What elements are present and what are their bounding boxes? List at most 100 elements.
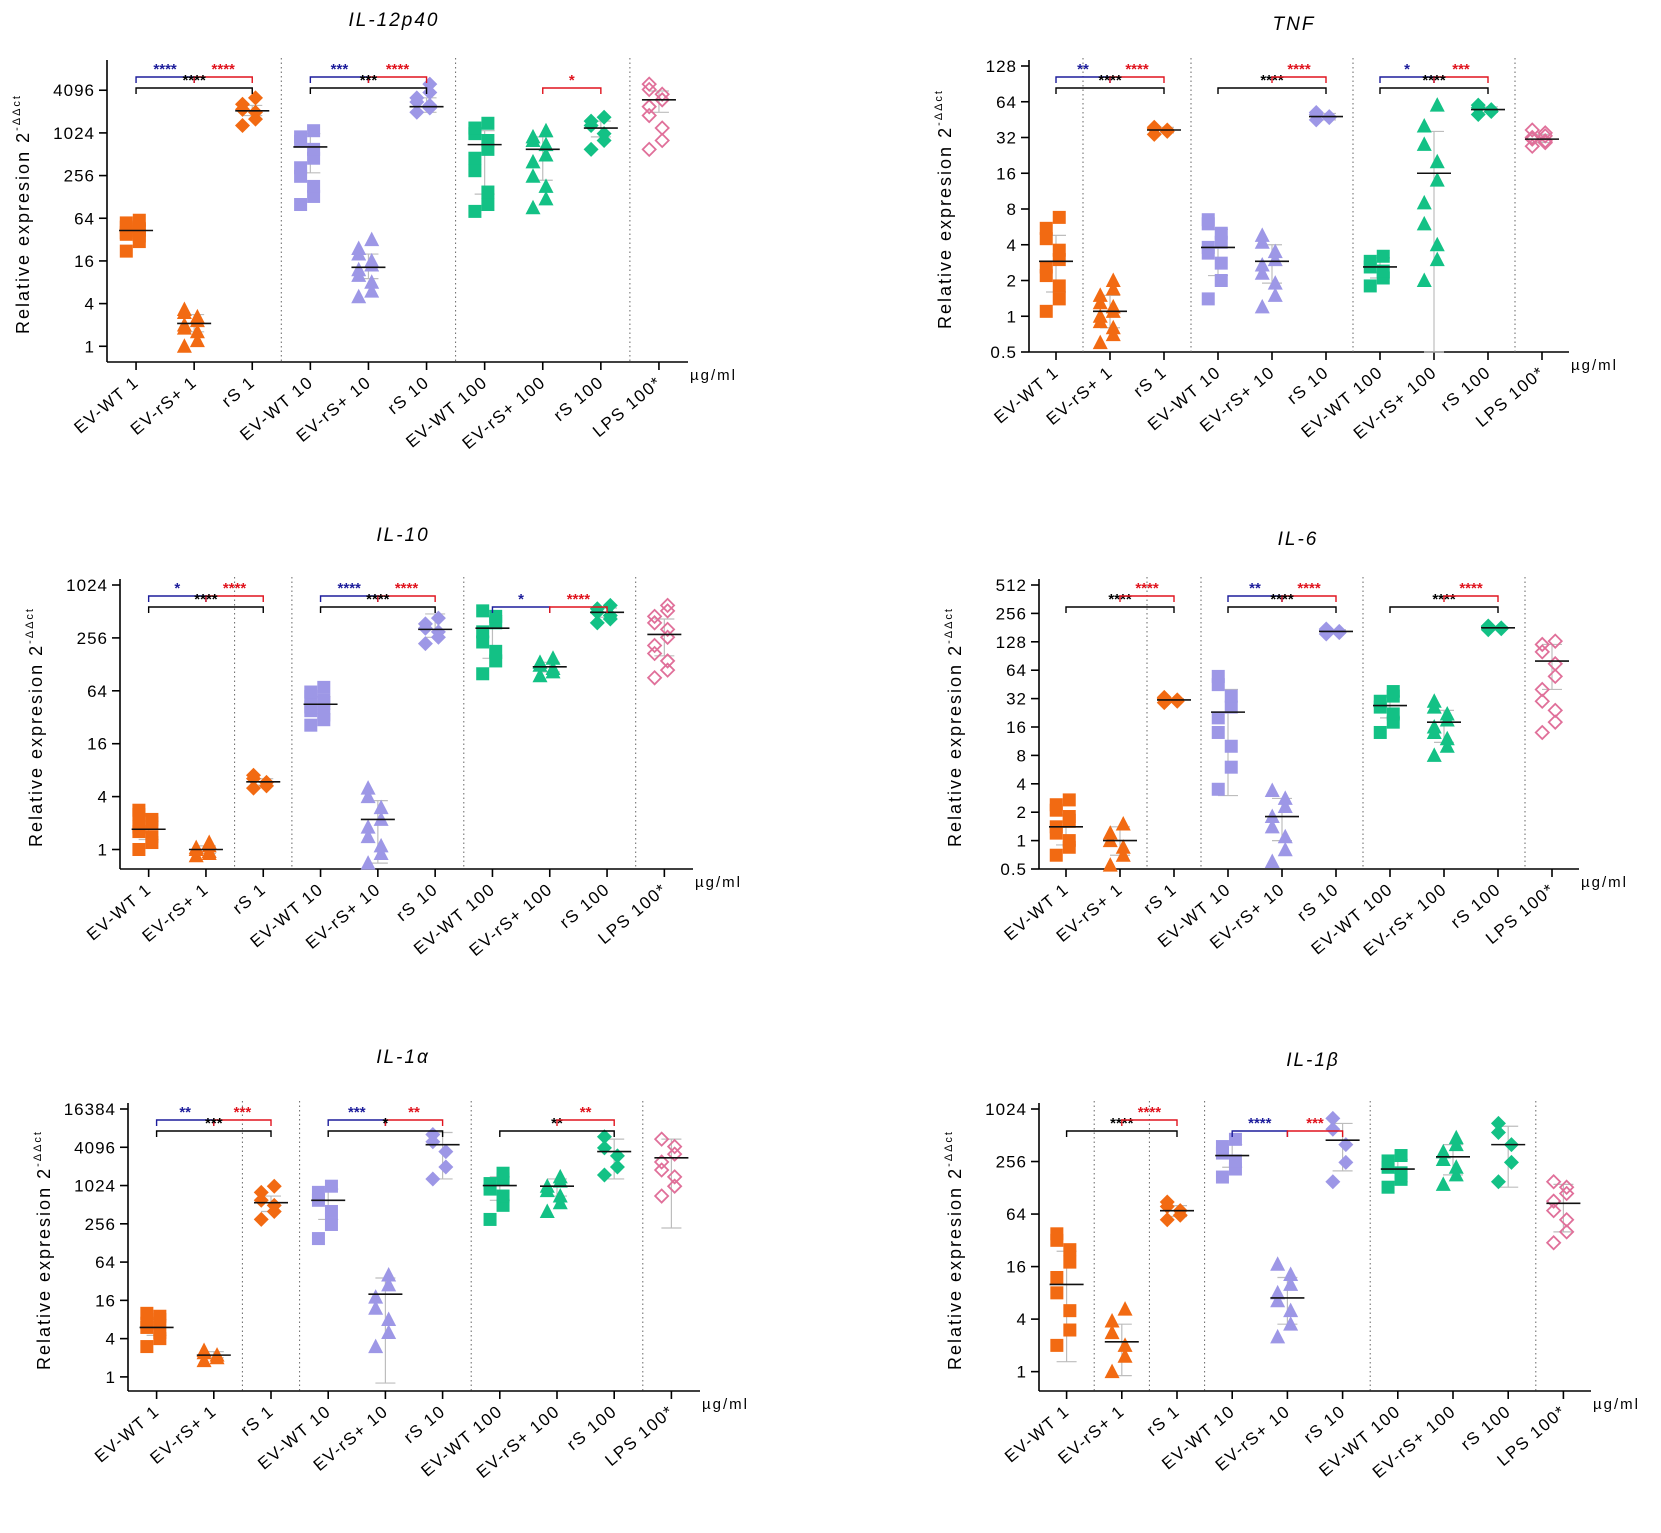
data-point: [248, 104, 263, 120]
data-point: [422, 97, 438, 113]
data-point: [307, 124, 321, 138]
y-tick-label: 2: [1017, 803, 1027, 822]
unit-label: µg/ml: [690, 367, 737, 384]
y-tick-label: 32: [1006, 690, 1027, 709]
data-point: [176, 338, 192, 353]
unit-label: µg/ml: [695, 874, 742, 891]
y-tick-label: 1: [1017, 832, 1027, 851]
data-point: [1558, 1185, 1575, 1202]
y-tick-label: 4: [85, 295, 95, 314]
y-axis-label-main: Relative expresion 2: [945, 644, 965, 847]
significance-bracket: [1065, 606, 1175, 613]
data-point: [1224, 760, 1238, 774]
data-point: [417, 616, 433, 632]
data-point: [1115, 815, 1131, 831]
significance-label: ****: [1270, 591, 1294, 608]
significance-bracket: [1379, 87, 1489, 94]
data-point: [1146, 119, 1162, 135]
y-tick-label: 256: [77, 629, 108, 648]
data-point: [1267, 287, 1283, 302]
y-tick-label: 512: [996, 576, 1027, 595]
data-point: [1429, 153, 1445, 169]
data-point: [409, 90, 425, 106]
data-point: [1092, 334, 1108, 350]
data-point: [1105, 319, 1121, 335]
y-tick-label: 32: [996, 129, 1017, 148]
data-point: [1283, 1302, 1299, 1318]
y-axis-label: Relative expresion 2-ΔΔct: [943, 607, 965, 847]
data-point: [351, 261, 367, 277]
data-point: [373, 799, 389, 815]
category-label: rS 10: [384, 373, 433, 418]
data-point: [1490, 1174, 1506, 1190]
data-point: [1050, 1286, 1064, 1300]
category-label: rS 1: [218, 373, 259, 411]
y-tick-label: 1: [98, 841, 108, 860]
data-point: [1039, 221, 1053, 235]
data-point: [609, 1148, 625, 1164]
significance-bracket: [542, 87, 602, 94]
data-point: [646, 670, 663, 686]
data-point: [1117, 1337, 1133, 1352]
significance-bracket: [499, 1130, 615, 1137]
data-point: [481, 116, 495, 130]
data-point: [253, 1211, 269, 1227]
data-point: [1429, 236, 1445, 252]
data-point: [1277, 790, 1293, 805]
data-point: [266, 1197, 282, 1213]
data-point: [145, 812, 159, 826]
significance-bracket: [1109, 76, 1165, 83]
y-tick-label: 8: [1007, 200, 1017, 219]
significance-label: ****: [567, 591, 591, 608]
y-tick-label: 4: [1007, 236, 1017, 255]
data-point: [1547, 633, 1564, 649]
data-point: [596, 109, 612, 125]
significance-bracket: [319, 606, 436, 613]
data-point: [235, 96, 250, 112]
data-point: [666, 1169, 683, 1185]
significance-bracket: [377, 595, 436, 602]
data-point: [132, 803, 146, 817]
significance-bracket: [205, 595, 264, 602]
y-tick-label: 16: [1006, 1258, 1027, 1277]
data-point: [1439, 738, 1455, 753]
data-point: [417, 636, 433, 652]
data-point: [188, 839, 204, 855]
significance-label: *: [1404, 61, 1410, 78]
data-point: [1063, 1304, 1077, 1318]
category-label: rS 1: [229, 880, 270, 918]
data-point: [1558, 1212, 1575, 1228]
data-point: [1545, 1202, 1562, 1219]
significance-label: ****: [153, 61, 177, 78]
data-point: [1115, 839, 1131, 854]
category-label: rS 10: [400, 1402, 449, 1447]
chart-title: IL-10: [376, 525, 429, 546]
y-tick-label: 64: [1006, 661, 1027, 680]
data-point: [659, 629, 676, 646]
data-point: [1052, 210, 1066, 224]
data-point: [1224, 689, 1238, 703]
significance-label: ***: [234, 1104, 252, 1121]
data-point: [1283, 1276, 1299, 1291]
data-point: [653, 1188, 670, 1204]
data-point: [545, 660, 561, 675]
y-tick-label: 64: [74, 209, 95, 228]
data-point: [425, 1171, 441, 1187]
y-tick-label: 0.5: [990, 343, 1017, 362]
data-point: [1558, 1224, 1575, 1240]
data-point: [1283, 1266, 1299, 1281]
data-point: [1049, 798, 1063, 812]
significance-bracket: [556, 1119, 615, 1126]
data-point: [646, 615, 663, 631]
data-point: [1386, 685, 1400, 699]
data-point: [1052, 292, 1066, 306]
y-tick-label: 256: [85, 1215, 116, 1234]
data-point: [1063, 1255, 1077, 1269]
y-axis-label-superscript: -ΔΔct: [933, 89, 945, 126]
data-point: [552, 1168, 568, 1184]
data-point: [1547, 668, 1564, 685]
significance-bracket: [1119, 595, 1175, 602]
data-point: [1547, 655, 1564, 672]
data-point: [1426, 747, 1442, 762]
